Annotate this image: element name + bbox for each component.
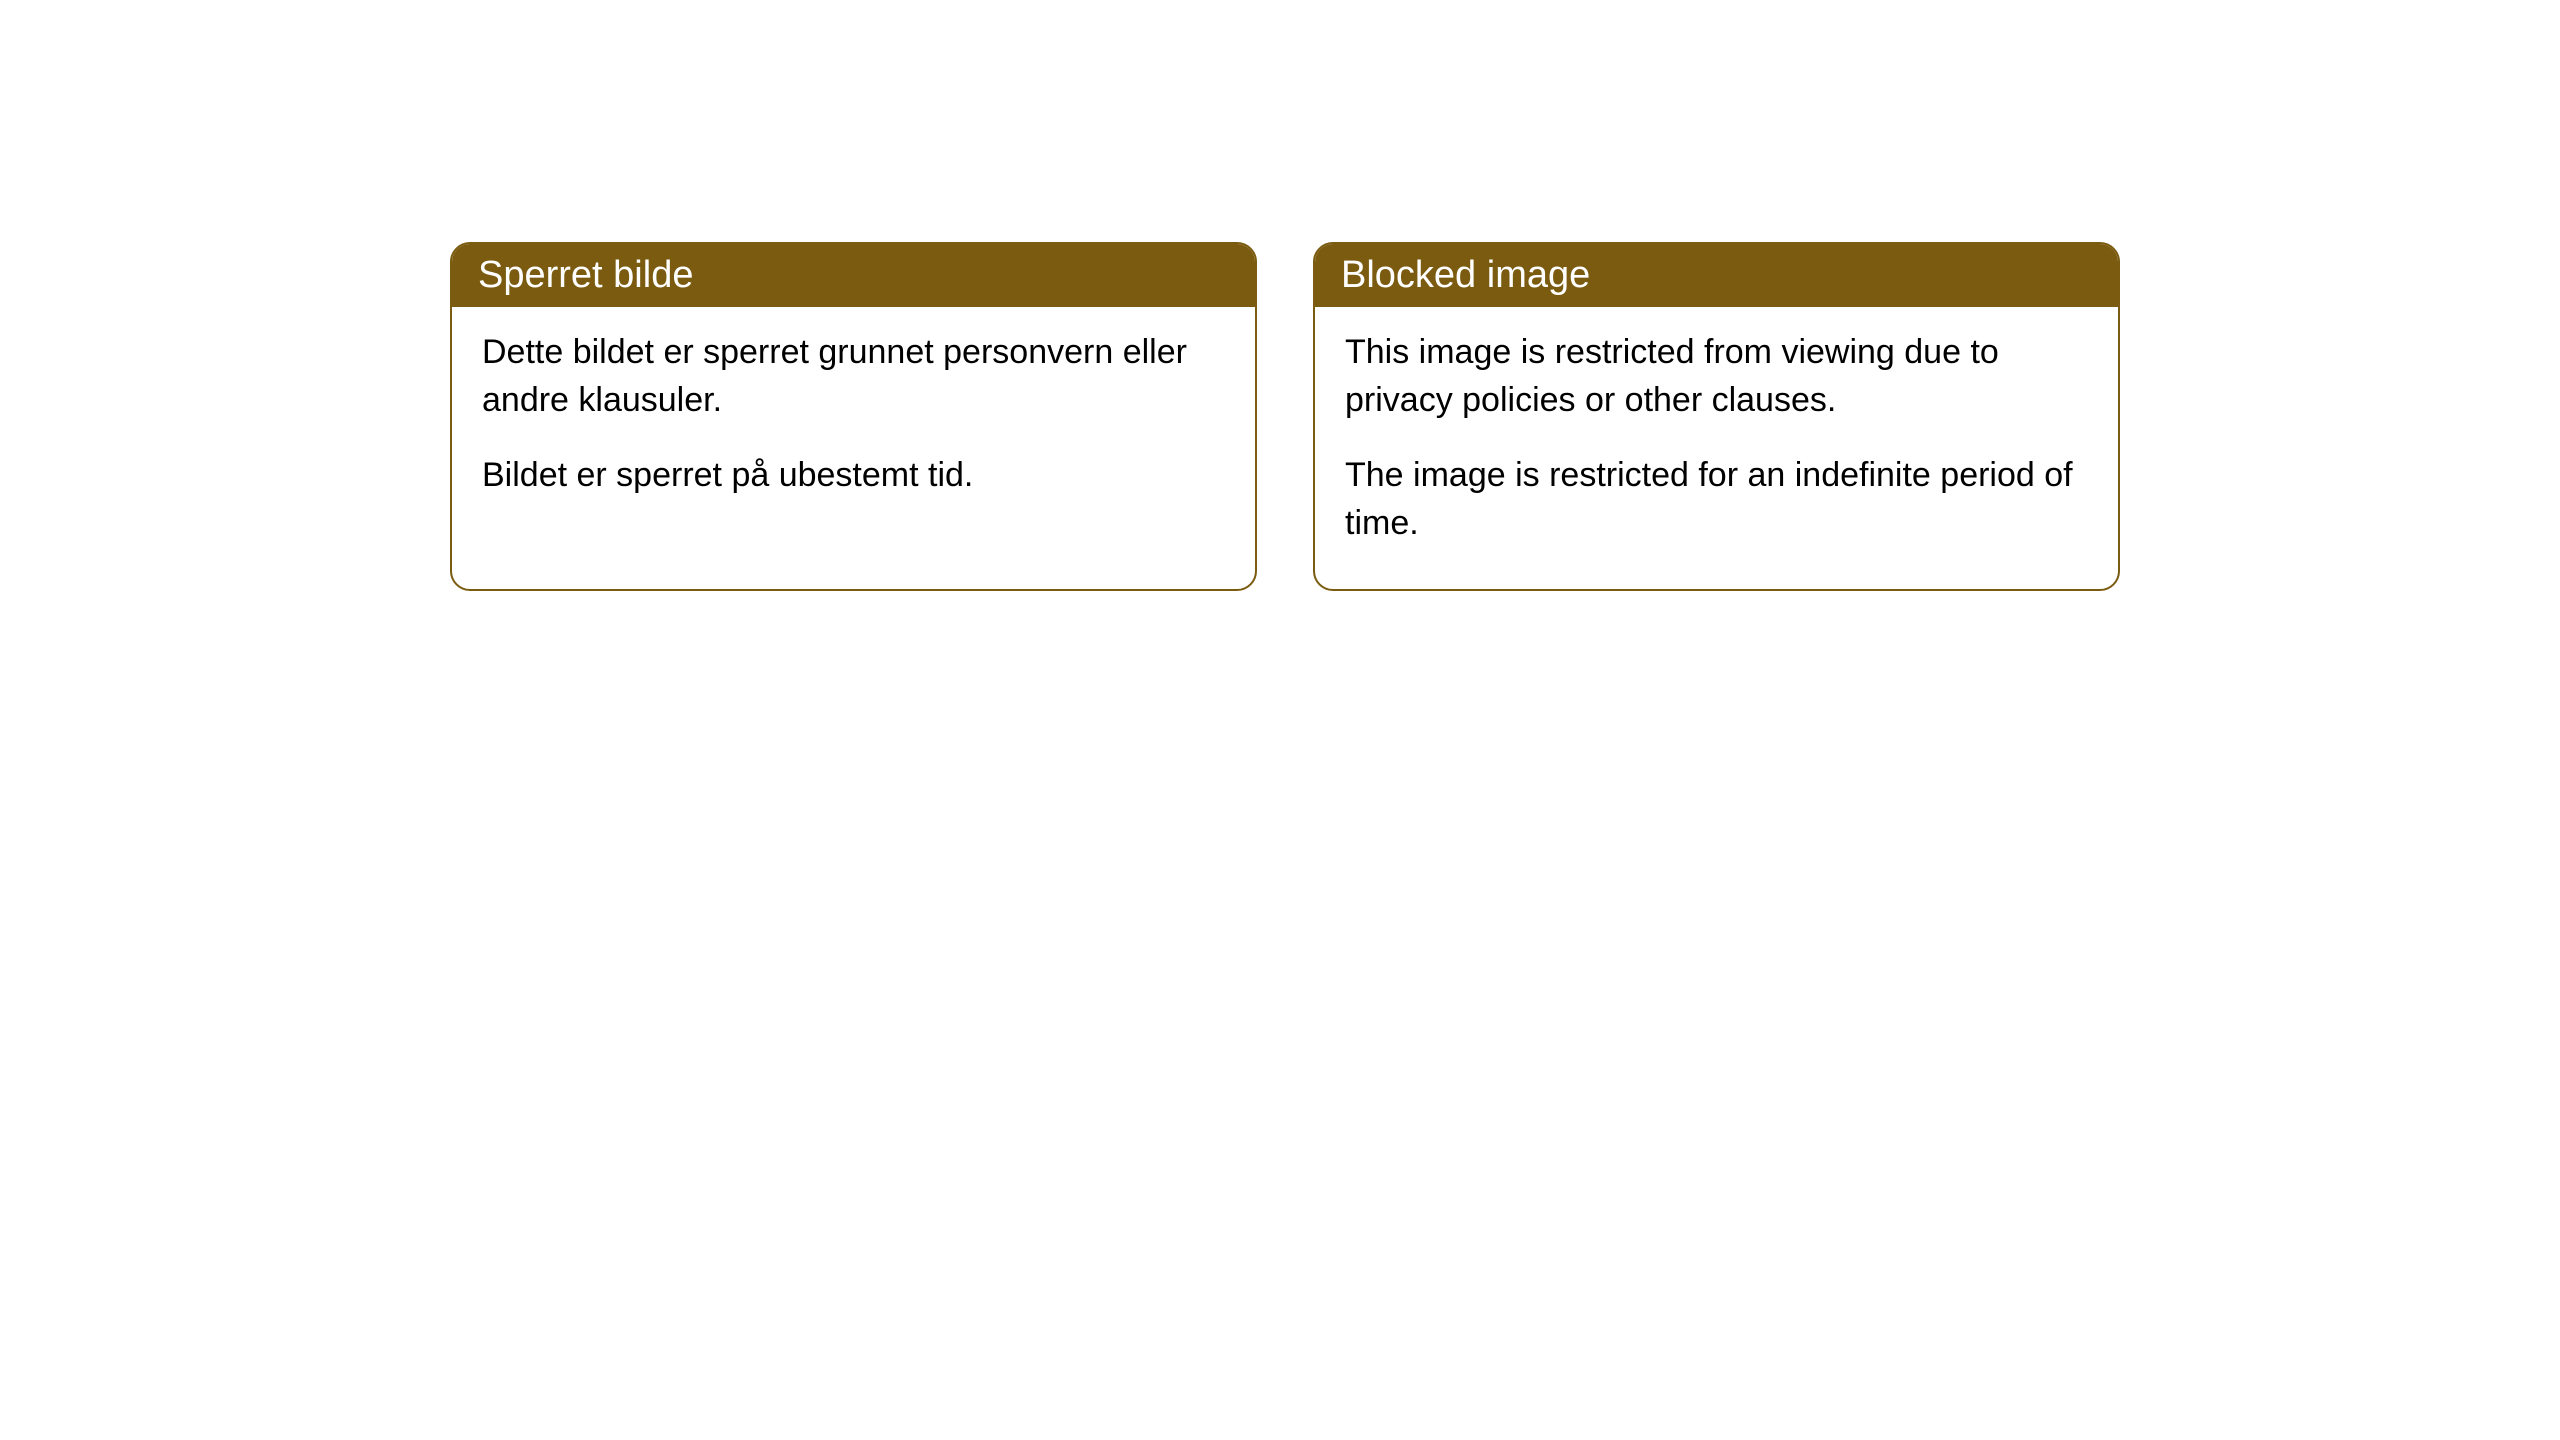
card-paragraph-2-norwegian: Bildet er sperret på ubestemt tid. [482, 452, 1225, 500]
card-title-english: Blocked image [1341, 254, 1590, 296]
card-paragraph-1-english: This image is restricted from viewing du… [1345, 329, 2088, 424]
blocked-image-card-english: Blocked image This image is restricted f… [1313, 242, 2120, 591]
card-paragraph-2-english: The image is restricted for an indefinit… [1345, 452, 2088, 547]
notice-cards-container: Sperret bilde Dette bildet er sperret gr… [450, 242, 2560, 591]
card-body-norwegian: Dette bildet er sperret grunnet personve… [452, 307, 1255, 542]
card-title-norwegian: Sperret bilde [478, 254, 693, 296]
card-paragraph-1-norwegian: Dette bildet er sperret grunnet personve… [482, 329, 1225, 424]
card-header-english: Blocked image [1315, 244, 2118, 307]
card-body-english: This image is restricted from viewing du… [1315, 307, 2118, 589]
card-header-norwegian: Sperret bilde [452, 244, 1255, 307]
blocked-image-card-norwegian: Sperret bilde Dette bildet er sperret gr… [450, 242, 1257, 591]
